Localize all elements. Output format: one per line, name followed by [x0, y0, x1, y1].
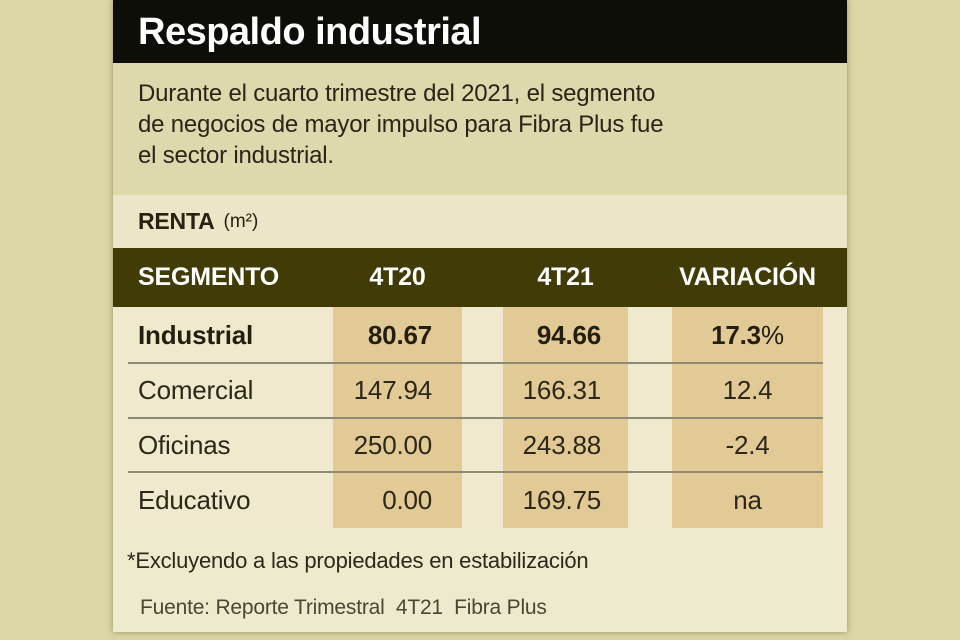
row-label: Comercial [138, 375, 254, 405]
intro-line: Durante el cuarto trimestre del 2021, el… [138, 80, 656, 107]
title-bar: Respaldo industrial [113, 0, 847, 63]
cell-4t20: 147.94 [353, 375, 433, 405]
footer-zone: *Excluyendo a las propiedades en estabil… [113, 528, 847, 632]
table-header-row: SEGMENTO 4T20 4T21 VARIACIÓN [113, 248, 847, 307]
cell-variacion: 17.3% [672, 320, 823, 351]
variacion-value: 12.4 [722, 375, 773, 405]
intro-line: el sector industrial. [138, 142, 334, 169]
variacion-suffix: % [760, 319, 784, 350]
table-row: Educativo 0.00 169.75 na [113, 472, 847, 528]
table-row: Comercial 147.94 166.31 12.4 [113, 363, 847, 419]
cell-4t21: 169.75 [522, 484, 602, 515]
cell-4t21: 243.88 [522, 429, 602, 460]
section-unit: (m²) [223, 210, 259, 232]
infographic-panel: Respaldo industrial Durante el cuarto tr… [113, 0, 847, 632]
cell-4t20: 250.00 [353, 429, 433, 460]
footnote: *Excluyendo a las propiedades en estabil… [127, 548, 589, 573]
column-header-4t21: 4T21 [537, 263, 594, 291]
section-label: RENTA [138, 208, 215, 234]
column-header-4t20: 4T20 [369, 263, 426, 291]
source-line: Fuente: Reporte Trimestral 4T21 Fibra Pl… [140, 596, 547, 619]
intro-text: Durante el cuarto trimestre del 2021, el… [113, 63, 847, 195]
cell-4t21: 166.31 [522, 375, 602, 405]
column-header-variacion: VARIACIÓN [679, 263, 816, 291]
table-row: Oficinas 250.00 243.88 -2.4 [113, 418, 847, 473]
variacion-value: -2.4 [725, 429, 770, 460]
page-title: Respaldo industrial [138, 11, 482, 53]
cell-variacion: 12.4 [672, 375, 823, 406]
variacion-value: 17.3 [711, 319, 761, 350]
table-rows: Industrial 80.67 94.66 17.3% Comercial 1… [113, 307, 847, 528]
cell-4t21: 94.66 [536, 319, 601, 350]
section-strip: RENTA (m²) [113, 195, 847, 248]
row-label: Industrial [138, 319, 254, 350]
cell-variacion: na [672, 485, 823, 516]
cell-4t20: 0.00 [382, 484, 432, 515]
cell-variacion: -2.4 [672, 430, 823, 461]
table-body: Industrial 80.67 94.66 17.3% Comercial 1… [113, 307, 847, 528]
variacion-value: na [733, 484, 762, 515]
intro-line: de negocios de mayor impulso para Fibra … [138, 111, 664, 138]
cell-4t20: 80.67 [367, 319, 432, 350]
table-row: Industrial 80.67 94.66 17.3% [113, 307, 847, 364]
column-header-segmento: SEGMENTO [138, 263, 280, 291]
row-label: Oficinas [138, 429, 231, 460]
row-label: Educativo [138, 484, 251, 515]
